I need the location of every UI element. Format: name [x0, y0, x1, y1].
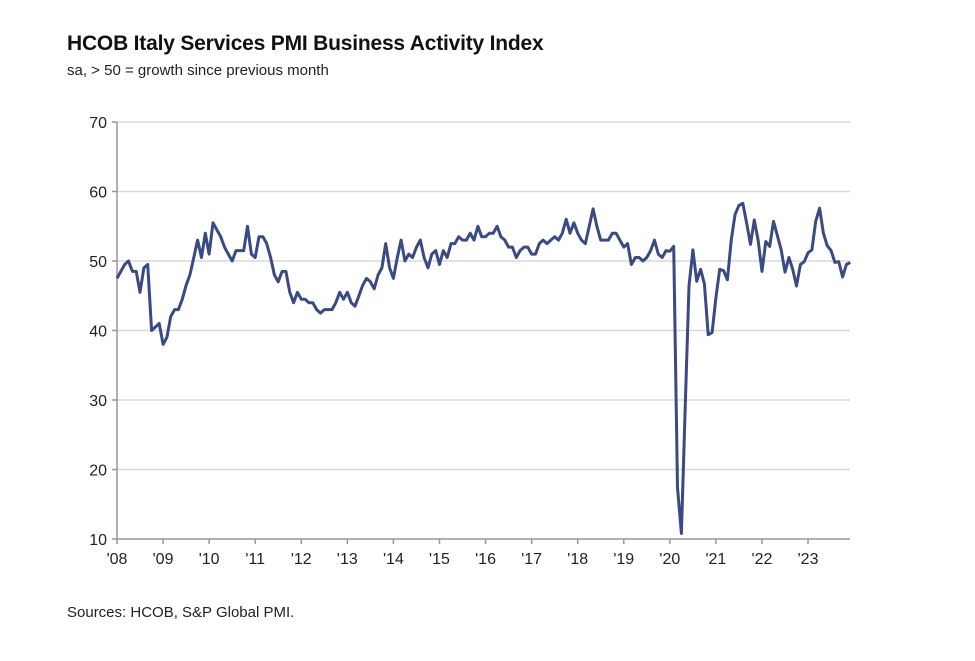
x-tick-label: '15 — [429, 551, 450, 568]
series-line-services-pmi — [115, 201, 852, 535]
y-tick-label: 30 — [89, 393, 107, 410]
x-tick-label: '22 — [752, 551, 773, 568]
x-tick-label: '12 — [291, 551, 312, 568]
x-tick-label: '23 — [798, 551, 819, 568]
chart-title: HCOB Italy Services PMI Business Activit… — [67, 32, 544, 55]
x-tick-label: '18 — [567, 551, 588, 568]
x-tick-label: '08 — [107, 551, 128, 568]
x-tick-label: '16 — [475, 551, 496, 568]
source-note: Sources: HCOB, S&P Global PMI. — [67, 604, 295, 621]
y-tick-label: 70 — [89, 115, 107, 132]
x-tick-label: '14 — [383, 551, 404, 568]
x-tick-label: '17 — [521, 551, 542, 568]
x-tick-label: '21 — [705, 551, 726, 568]
y-tick-label: 20 — [89, 463, 107, 480]
y-tick-label: 50 — [89, 254, 107, 271]
chart-subtitle: sa, > 50 = growth since previous month — [67, 62, 329, 79]
x-tick-label: '13 — [337, 551, 358, 568]
y-tick-label: 40 — [89, 324, 107, 341]
y-tick-label: 60 — [89, 185, 107, 202]
x-tick-label: '11 — [245, 551, 265, 568]
x-tick-label: '09 — [153, 551, 174, 568]
x-tick-label: '10 — [199, 551, 220, 568]
x-tick-label: '19 — [613, 551, 634, 568]
y-tick-label: 10 — [89, 532, 107, 549]
x-tick-label: '20 — [659, 551, 680, 568]
